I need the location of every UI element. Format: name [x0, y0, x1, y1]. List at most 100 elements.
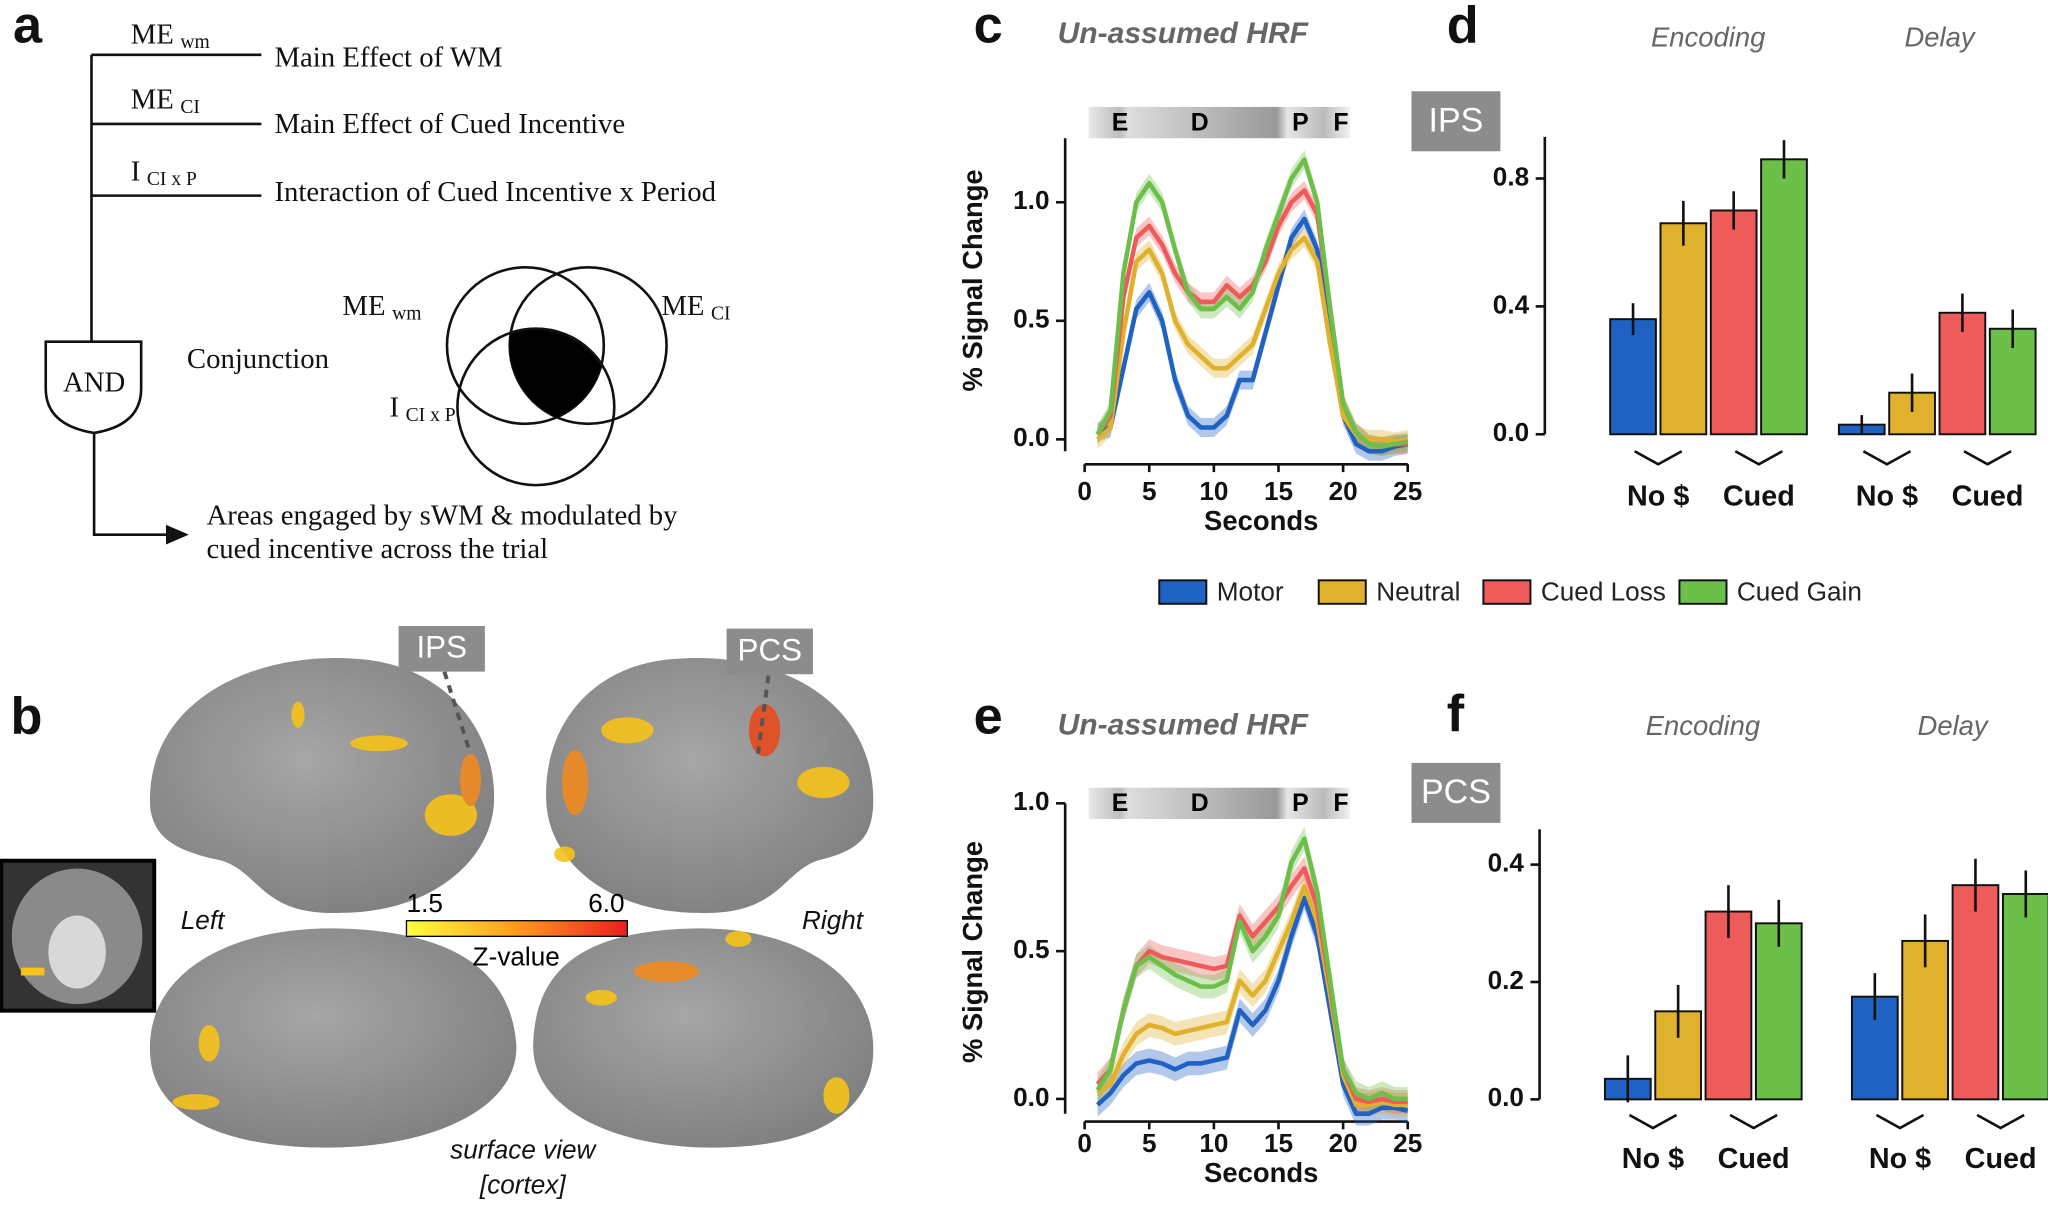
x-tick-label: 10: [1199, 476, 1228, 506]
pointer: [442, 671, 473, 755]
term-label: Main Effect of WM: [274, 42, 502, 74]
error-band: [1097, 180, 1408, 456]
term-sub: CI: [180, 97, 200, 118]
period-label: E: [1112, 790, 1129, 817]
series-line: [1095, 866, 1408, 1105]
error-band: [1097, 886, 1408, 1126]
caption: [cortex]: [479, 1170, 566, 1200]
y-axis-label: % Signal Change: [957, 841, 988, 1063]
y-tick-label: 0.0: [1013, 422, 1049, 452]
term: ME wm: [342, 289, 421, 323]
result-text: cued incentive across the trial: [206, 533, 548, 565]
period-label: D: [1191, 109, 1209, 136]
term: ME CI: [131, 83, 200, 117]
subgroup-label: Cued: [1952, 481, 2024, 513]
bar: [1609, 318, 1657, 436]
series-line: [1096, 235, 1409, 445]
x-tick-label: 5: [1142, 476, 1157, 506]
bar: [1709, 209, 1758, 436]
axial-brainstem: [48, 915, 106, 989]
bar: [1850, 995, 1899, 1101]
axial-spot: [20, 967, 45, 976]
bar: [1754, 922, 1803, 1101]
region-label: PCS: [738, 632, 802, 667]
bracket: [1734, 450, 1783, 466]
legend-label: Neutral: [1376, 576, 1460, 606]
legend-swatch: [1158, 579, 1208, 605]
y-tick-label: 0.5: [1013, 934, 1049, 964]
panel-letter: b: [10, 688, 42, 746]
group-label: Encoding: [1646, 710, 1760, 741]
panel-letter: f: [1447, 685, 1465, 743]
bar: [2001, 892, 2048, 1101]
term: ME wm: [131, 18, 210, 52]
term: ME CI: [661, 289, 730, 323]
result-text: Areas engaged by sWM & modulated by: [206, 499, 678, 531]
series-line: [1095, 836, 1408, 1102]
subgroup-label: Cued: [1723, 481, 1795, 513]
bracket: [1729, 1113, 1778, 1130]
error-band: [1097, 826, 1408, 1111]
x-tick-label: 0: [1077, 1128, 1092, 1158]
term-main: I: [389, 391, 399, 423]
y-tick-label: 0.0: [1488, 1082, 1524, 1112]
subgroup-label: Cued: [1718, 1143, 1790, 1175]
term-main: ME: [131, 83, 174, 115]
bar: [1704, 910, 1753, 1101]
period-bar: [1088, 106, 1351, 139]
x-tick-label: 20: [1329, 476, 1358, 506]
term: I CI x P: [389, 391, 455, 425]
legend-label: Motor: [1217, 576, 1284, 606]
panel-letter: c: [974, 0, 1003, 54]
colorbar-tick: 1.5: [407, 888, 443, 918]
term-main: I: [131, 155, 141, 187]
colorbar: [405, 920, 628, 938]
region-box: [1411, 762, 1501, 823]
series-line: [1095, 188, 1408, 449]
legend-swatch: [1482, 579, 1532, 605]
y-tick-label: 0.4: [1488, 848, 1525, 878]
subgroup-label: No $: [1622, 1143, 1684, 1175]
period-label: F: [1333, 109, 1348, 136]
conjunction: Conjunction: [187, 343, 329, 375]
term-sub: CI x P: [147, 168, 197, 189]
y-tick-label: 1.0: [1013, 786, 1049, 816]
series-line: [1096, 895, 1409, 1116]
region-box: [1411, 91, 1501, 152]
and-gate: [44, 340, 143, 435]
bracket: [1634, 450, 1683, 466]
chart-title: Un-assumed HRF: [1058, 17, 1309, 50]
x-axis-label: Seconds: [1204, 505, 1318, 536]
period-label: P: [1292, 109, 1309, 136]
x-tick-label: 15: [1264, 1128, 1293, 1158]
period-bar: [1088, 787, 1351, 819]
term-main: ME: [342, 289, 385, 321]
bracket: [1963, 450, 2012, 466]
arrow-head: [165, 524, 189, 545]
cortex-left-lateral: [150, 658, 495, 913]
colorbar-label: Z-value: [473, 941, 560, 971]
term-sub: CI x P: [406, 405, 456, 426]
term-label: Main Effect of Cued Incentive: [274, 108, 625, 140]
colorbar-tick: 6.0: [588, 888, 624, 918]
region-box: [726, 628, 813, 675]
series-line: [1096, 883, 1408, 1108]
y-tick-label: 0.0: [1493, 417, 1529, 447]
x-tick-label: 15: [1264, 476, 1293, 506]
legend-label: Cued Gain: [1737, 576, 1862, 606]
gate-label: AND: [63, 366, 125, 398]
y-tick-label: 0.0: [1013, 1082, 1049, 1112]
y-tick-label: 0.2: [1488, 965, 1524, 995]
arrow-line: [92, 432, 170, 536]
x-tick-label: 5: [1142, 1128, 1157, 1158]
panel-letter: a: [13, 0, 43, 54]
legend-swatch: [1678, 579, 1728, 605]
bracket: [1976, 1113, 2025, 1130]
term-sub: wm: [392, 303, 421, 324]
subgroup-label: Cued: [1965, 1143, 2037, 1175]
subgroup-label: No $: [1856, 481, 1918, 513]
bar: [1951, 884, 2000, 1101]
bar: [1659, 222, 1708, 436]
chart-title: Un-assumed HRF: [1058, 708, 1309, 741]
